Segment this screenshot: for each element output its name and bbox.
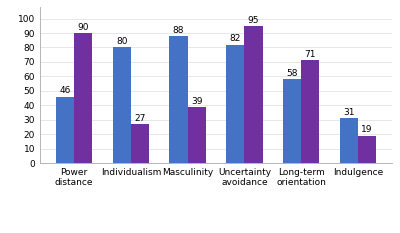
Bar [113, 48, 131, 163]
Bar [244, 26, 262, 163]
Bar [131, 124, 149, 163]
Text: 39: 39 [191, 96, 202, 106]
Bar [358, 136, 376, 163]
Bar [170, 36, 188, 163]
Text: 71: 71 [304, 50, 316, 59]
Text: 82: 82 [230, 34, 241, 43]
Bar [340, 118, 358, 163]
Bar [226, 45, 244, 163]
Bar [188, 107, 206, 163]
Text: 95: 95 [248, 16, 259, 25]
Text: 46: 46 [59, 86, 71, 96]
Text: 31: 31 [343, 108, 354, 117]
Text: 88: 88 [173, 26, 184, 35]
Bar [74, 33, 92, 163]
Text: 58: 58 [286, 69, 298, 78]
Text: 19: 19 [361, 126, 373, 134]
Text: 80: 80 [116, 37, 128, 46]
Bar [283, 79, 301, 163]
Bar [56, 97, 74, 163]
Text: 27: 27 [134, 114, 146, 123]
Bar [301, 61, 319, 163]
Text: 90: 90 [78, 23, 89, 32]
